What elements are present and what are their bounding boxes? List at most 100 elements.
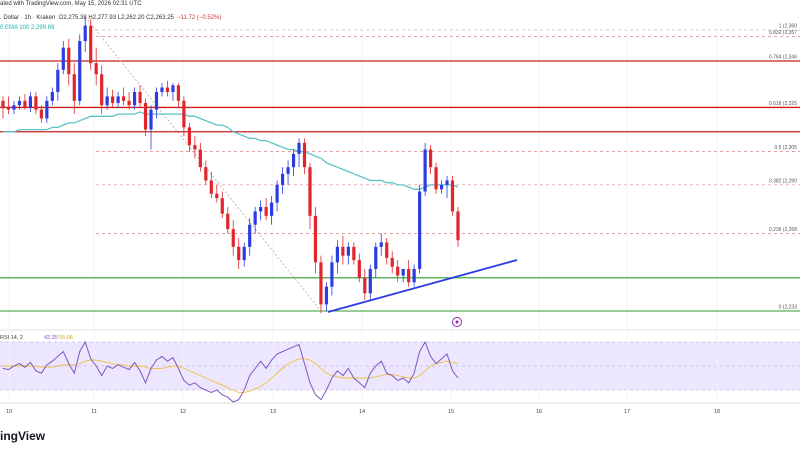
x-tick-label: 12 <box>180 409 186 415</box>
candle-body <box>439 184 444 190</box>
candle-body <box>111 96 115 104</box>
candle-body <box>396 266 400 276</box>
candle-body <box>385 242 389 258</box>
candle <box>67 38 71 86</box>
x-tick-label: 18 <box>714 409 720 415</box>
candle-body <box>253 211 257 225</box>
candle <box>259 200 263 221</box>
candle <box>324 282 329 311</box>
candle <box>286 160 290 185</box>
candle <box>143 98 148 137</box>
candle-body <box>215 193 219 199</box>
candle-body <box>61 47 65 70</box>
candle-body <box>330 262 334 287</box>
candle <box>280 167 285 194</box>
candle <box>418 184 422 274</box>
candle-body <box>445 180 449 185</box>
candle <box>149 105 153 150</box>
candle-body <box>132 91 137 106</box>
candle <box>428 145 433 174</box>
candle-body <box>122 96 126 101</box>
candle-body <box>319 262 323 305</box>
candle <box>226 207 230 234</box>
x-tick-label: 13 <box>270 409 276 415</box>
candle <box>297 138 301 168</box>
candle-body <box>434 167 438 190</box>
candle-body <box>407 268 411 283</box>
candle <box>253 207 257 234</box>
candle-body <box>357 260 361 278</box>
candle-body <box>275 184 279 203</box>
candle <box>439 180 444 194</box>
candle-body <box>187 127 191 146</box>
candle <box>270 195 274 225</box>
candle <box>204 160 208 185</box>
candle <box>302 138 307 174</box>
candle-body <box>363 277 367 294</box>
tradingview-logo: ingView <box>0 429 46 443</box>
candle-body <box>231 229 235 247</box>
candle-body <box>209 180 213 194</box>
fib-level-label: 0 (2,233 <box>779 305 798 311</box>
candle <box>445 176 449 199</box>
candle-body <box>45 100 49 119</box>
publish-info: ated with TradingView.com, May 15, 2026 … <box>0 1 142 7</box>
candle <box>341 235 345 265</box>
candle-body <box>368 268 372 294</box>
candle <box>89 18 93 70</box>
candle <box>242 242 246 267</box>
fib-level-label: 0.5 (2,305 <box>774 145 797 151</box>
candle-body <box>83 25 87 42</box>
candle-body <box>379 242 383 247</box>
candle-body <box>226 213 230 230</box>
candle-body <box>313 215 318 263</box>
candle-body <box>302 142 307 168</box>
price-change: −11.72 (−0.52%) <box>177 15 222 21</box>
candle <box>308 162 312 230</box>
candle <box>248 218 252 256</box>
candle-body <box>89 25 93 64</box>
candle-body <box>374 246 378 269</box>
candle <box>368 264 372 300</box>
candle-body <box>297 142 301 154</box>
candle-body <box>6 107 11 110</box>
candle-body <box>291 153 296 168</box>
candle <box>313 207 318 274</box>
candle <box>138 85 142 108</box>
candle-body <box>127 100 131 106</box>
candle-body <box>204 167 208 181</box>
x-tick-label: 11 <box>91 409 97 415</box>
x-tick-label: 16 <box>536 409 542 415</box>
candle <box>390 251 394 274</box>
rsi-ma-value: 55.08 <box>59 335 73 341</box>
candle <box>209 171 213 199</box>
candle-body <box>341 246 345 256</box>
ohlc-values: O2,275.38 H2,277.93 L2,262.20 C2,263.25 <box>58 15 174 21</box>
candle <box>6 96 11 115</box>
candle <box>45 96 49 123</box>
candle-body <box>270 202 274 216</box>
candle <box>412 264 416 287</box>
candle-body <box>94 63 98 75</box>
candle <box>182 96 186 137</box>
candle <box>363 268 367 300</box>
candle-body <box>280 173 285 185</box>
fib-level-label: 1 (2,360 <box>779 24 798 30</box>
replay-icon <box>452 317 462 327</box>
candle-body <box>308 167 312 216</box>
candle-body <box>176 85 181 101</box>
candle <box>456 207 460 247</box>
candle-body <box>264 207 268 216</box>
ema100-line <box>3 111 459 190</box>
fib-level-label: 0.236 (2,268 <box>769 227 797 233</box>
rsi-label: RSI 14, 2 <box>0 335 23 341</box>
x-tick-label: 15 <box>448 409 454 415</box>
candle-body <box>149 109 153 130</box>
candle-body <box>450 180 455 212</box>
candle-body <box>401 268 405 276</box>
candle <box>352 242 356 265</box>
candle-body <box>50 91 54 101</box>
candle <box>357 253 361 283</box>
candle-body <box>198 149 202 168</box>
